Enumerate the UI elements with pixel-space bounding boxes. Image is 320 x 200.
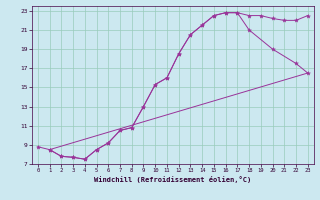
X-axis label: Windchill (Refroidissement éolien,°C): Windchill (Refroidissement éolien,°C)	[94, 176, 252, 183]
